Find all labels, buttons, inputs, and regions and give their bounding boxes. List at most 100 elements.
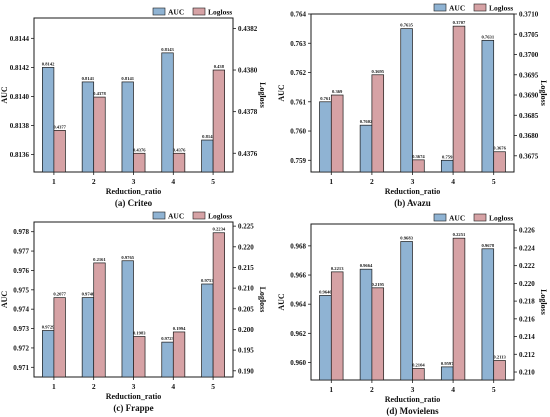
y-left-tick-label: 0.762 — [290, 69, 306, 77]
y-left-title: AUC — [277, 293, 286, 311]
y-right-tick-label: 0.3685 — [519, 112, 539, 120]
logloss-data-label: 0.2104 — [412, 362, 425, 367]
auc-bar — [319, 295, 332, 381]
auc-bar — [42, 67, 55, 173]
y-right-tick-label: 0.4376 — [238, 150, 258, 158]
logloss-bar — [93, 96, 106, 173]
auc-data-label: 0.9683 — [400, 235, 413, 240]
logloss-data-label: 0.1994 — [173, 326, 186, 331]
auc-bar — [481, 248, 495, 381]
y-right-title: Logloss — [539, 80, 548, 106]
x-axis-title: Reduction_ratio — [106, 392, 162, 401]
x-tick-label: 2 — [370, 177, 374, 186]
y-right-tick-label: 0.224 — [519, 244, 535, 252]
logloss-data-label: 0.3695 — [371, 69, 384, 74]
y-left-tick-label: 0.764 — [290, 11, 306, 19]
y-right-tick-label: 0.3680 — [519, 132, 539, 140]
auc-data-label: 0.9597 — [441, 361, 454, 366]
auc-bar — [81, 297, 95, 378]
auc-data-label: 0.9664 — [360, 263, 373, 268]
y-right-tick-label: 0.3695 — [519, 71, 539, 79]
logloss-bar — [412, 159, 425, 173]
auc-data-label: 0.9753 — [201, 278, 214, 283]
legend-label-auc: AUC — [168, 212, 184, 221]
auc-bar — [201, 283, 214, 378]
y-right-tick-label: 0.4382 — [238, 25, 258, 33]
y-right-tick-label: 0.226 — [519, 227, 535, 235]
auc-data-label: 0.9646 — [319, 289, 332, 294]
logloss-bar — [93, 262, 106, 378]
x-tick-label: 5 — [492, 177, 496, 186]
legend-label-logloss: Logloss — [489, 4, 513, 13]
y-left-tick-label: 0.760 — [290, 128, 306, 136]
auc-data-label: 0.7602 — [360, 119, 373, 124]
x-tick-label: 1 — [52, 177, 56, 186]
x-axis-title: Reduction_ratio — [106, 187, 162, 196]
auc-data-label: 0.9678 — [481, 243, 494, 248]
legend-label-auc: AUC — [449, 4, 465, 13]
logloss-data-label: 0.2113 — [493, 355, 506, 360]
logloss-bar — [452, 237, 466, 381]
auc-bar — [359, 268, 373, 381]
y-left-title: AUC — [0, 86, 9, 104]
y-left-tick-label: 0.966 — [290, 272, 306, 280]
legend-swatch-auc — [433, 213, 447, 222]
auc-bar — [81, 81, 95, 173]
y-left-tick-label: 0.973 — [13, 325, 29, 333]
logloss-data-label: 0.4376 — [133, 147, 146, 152]
logloss-data-label: 0.4378 — [93, 91, 106, 96]
y-right-tick-label: 0.215 — [238, 264, 254, 272]
logloss-bar — [212, 232, 225, 378]
legend-label-logloss: Logloss — [208, 212, 232, 221]
y-left-tick-label: 0.962 — [290, 330, 306, 338]
y-right-tick-label: 0.3690 — [519, 92, 539, 100]
y-right-tick-label: 0.216 — [519, 315, 535, 323]
y-right-tick-label: 0.225 — [238, 223, 254, 231]
y-left-tick-label: 0.968 — [290, 242, 306, 250]
y-left-tick-label: 0.8142 — [10, 64, 30, 72]
logloss-bar — [53, 130, 66, 173]
auc-bar — [201, 139, 214, 173]
y-right-tick-label: 0.4380 — [238, 67, 258, 75]
legend-swatch-auc — [433, 3, 447, 12]
auc-data-label: 0.759 — [442, 154, 453, 159]
x-tick-label: 1 — [329, 385, 333, 394]
panel-caption: (a) Criteo — [115, 198, 153, 208]
y-left-tick-label: 0.8140 — [10, 93, 30, 101]
auc-bar — [161, 341, 174, 378]
auc-bar — [359, 124, 373, 173]
legend-label-auc: AUC — [168, 8, 184, 17]
legend-label-logloss: Logloss — [208, 8, 232, 17]
y-right-tick-label: 0.220 — [519, 280, 535, 288]
logloss-bar — [493, 151, 506, 173]
logloss-bar — [172, 152, 186, 173]
y-left-tick-label: 0.761 — [290, 98, 306, 106]
x-tick-label: 4 — [171, 382, 175, 391]
logloss-bar — [212, 69, 225, 173]
y-right-tick-label: 0.212 — [519, 351, 535, 359]
logloss-bar — [133, 336, 146, 378]
auc-bar — [481, 39, 495, 173]
y-left-tick-label: 0.978 — [13, 228, 29, 236]
y-left-tick-label: 0.8138 — [10, 122, 30, 130]
logloss-data-label: 0.2195 — [371, 282, 384, 287]
logloss-bar — [330, 271, 344, 381]
y-left-tick-label: 0.974 — [13, 306, 29, 314]
y-right-tick-label: 0.195 — [238, 347, 254, 355]
y-right-title: Logloss — [539, 289, 548, 315]
x-tick-label: 2 — [92, 177, 96, 186]
x-tick-label: 4 — [451, 177, 455, 186]
logloss-bar — [172, 331, 186, 378]
y-left-tick-label: 0.8136 — [10, 151, 30, 159]
legend-swatch-auc — [152, 211, 166, 220]
y-right-tick-label: 0.205 — [238, 305, 254, 313]
x-tick-label: 5 — [211, 177, 215, 186]
legend-swatch-logloss — [473, 213, 487, 222]
y-right-tick-label: 0.3700 — [519, 51, 539, 59]
auc-data-label: 0.7635 — [400, 23, 413, 28]
auc-bar — [42, 330, 55, 378]
logloss-bar — [371, 287, 385, 381]
y-left-title: AUC — [277, 84, 286, 102]
x-tick-label: 2 — [92, 382, 96, 391]
